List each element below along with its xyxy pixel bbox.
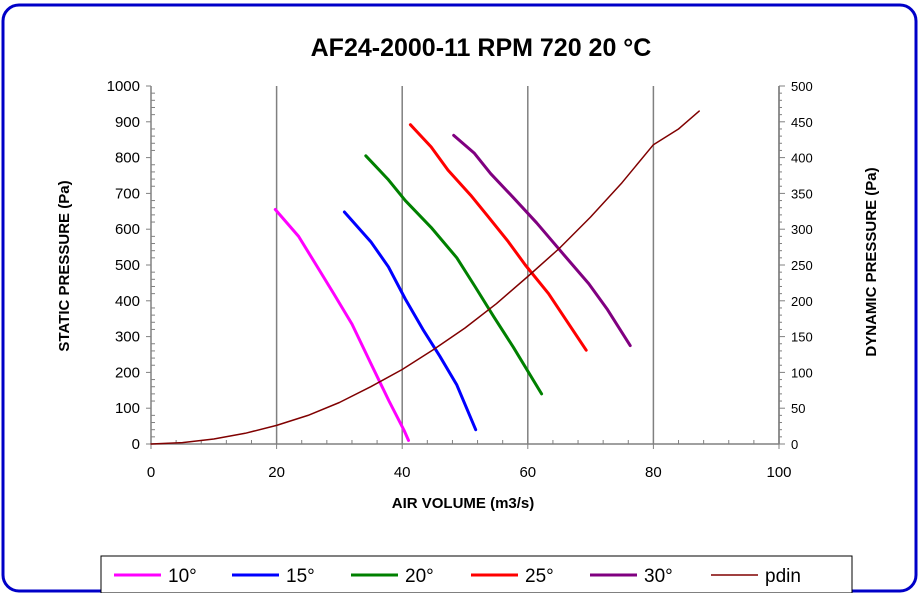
series-line-20-deg xyxy=(364,154,544,396)
y-tick-label-200: 200 xyxy=(115,364,140,381)
data-series xyxy=(150,110,700,445)
x-tick-label-100: 100 xyxy=(766,464,791,481)
y-tick-label-100: 100 xyxy=(115,400,140,417)
y-tick-label-1000: 1000 xyxy=(107,78,140,95)
series-line-pdin xyxy=(150,110,700,445)
y-tick-label-300: 300 xyxy=(115,329,140,346)
y2-axis-title: DYNAMIC PRESSURE (Pa) xyxy=(863,167,880,356)
x-tick-label-60: 60 xyxy=(519,464,536,481)
chart-title: AF24-2000-11 RPM 720 20 °C xyxy=(311,34,652,62)
y-axis-title: STATIC PRESSURE (Pa) xyxy=(56,180,73,351)
x-axis-title: AIR VOLUME (m3/s) xyxy=(392,495,535,512)
y-tick-label-600: 600 xyxy=(115,221,140,238)
y-tick-label-0: 0 xyxy=(132,436,140,453)
legend-label-25-deg: 25° xyxy=(525,566,554,587)
x-tick-label-80: 80 xyxy=(645,464,662,481)
y2-tick-label-400: 400 xyxy=(791,151,813,166)
series-line-30-deg xyxy=(452,133,632,348)
axes xyxy=(146,85,785,449)
y2-tick-label-250: 250 xyxy=(791,258,813,273)
y-tick-label-500: 500 xyxy=(115,257,140,274)
y2-tick-label-350: 350 xyxy=(791,186,813,201)
series-line-15-deg xyxy=(342,210,478,432)
legend-label-20-deg: 20° xyxy=(405,566,434,587)
legend-label-pdin: pdin xyxy=(765,566,801,587)
y2-tick-label-150: 150 xyxy=(791,330,813,345)
legend-label-10-deg: 10° xyxy=(168,566,197,587)
y2-tick-label-50: 50 xyxy=(791,401,805,416)
y2-tick-label-100: 100 xyxy=(791,365,813,380)
series-line-10-deg xyxy=(273,208,410,442)
y2-tick-label-200: 200 xyxy=(791,294,813,309)
y-tick-label-800: 800 xyxy=(115,150,140,167)
tick-labels: 0100200300400500600700800900100005010015… xyxy=(107,78,813,481)
y-tick-label-700: 700 xyxy=(115,185,140,202)
y-tick-label-400: 400 xyxy=(115,293,140,310)
y2-tick-label-500: 500 xyxy=(791,79,813,94)
x-tick-label-0: 0 xyxy=(147,464,155,481)
legend-label-15-deg: 15° xyxy=(286,566,315,587)
y2-tick-label-450: 450 xyxy=(791,115,813,130)
legend-label-30-deg: 30° xyxy=(644,566,673,587)
x-tick-label-40: 40 xyxy=(394,464,411,481)
y-tick-label-900: 900 xyxy=(115,114,140,131)
x-tick-label-20: 20 xyxy=(268,464,285,481)
series-line-25-deg xyxy=(408,123,588,352)
legend: 10° 15° 20° 25° 30° pdin xyxy=(114,566,801,587)
y2-tick-label-0: 0 xyxy=(791,437,798,452)
y2-tick-label-300: 300 xyxy=(791,222,813,237)
